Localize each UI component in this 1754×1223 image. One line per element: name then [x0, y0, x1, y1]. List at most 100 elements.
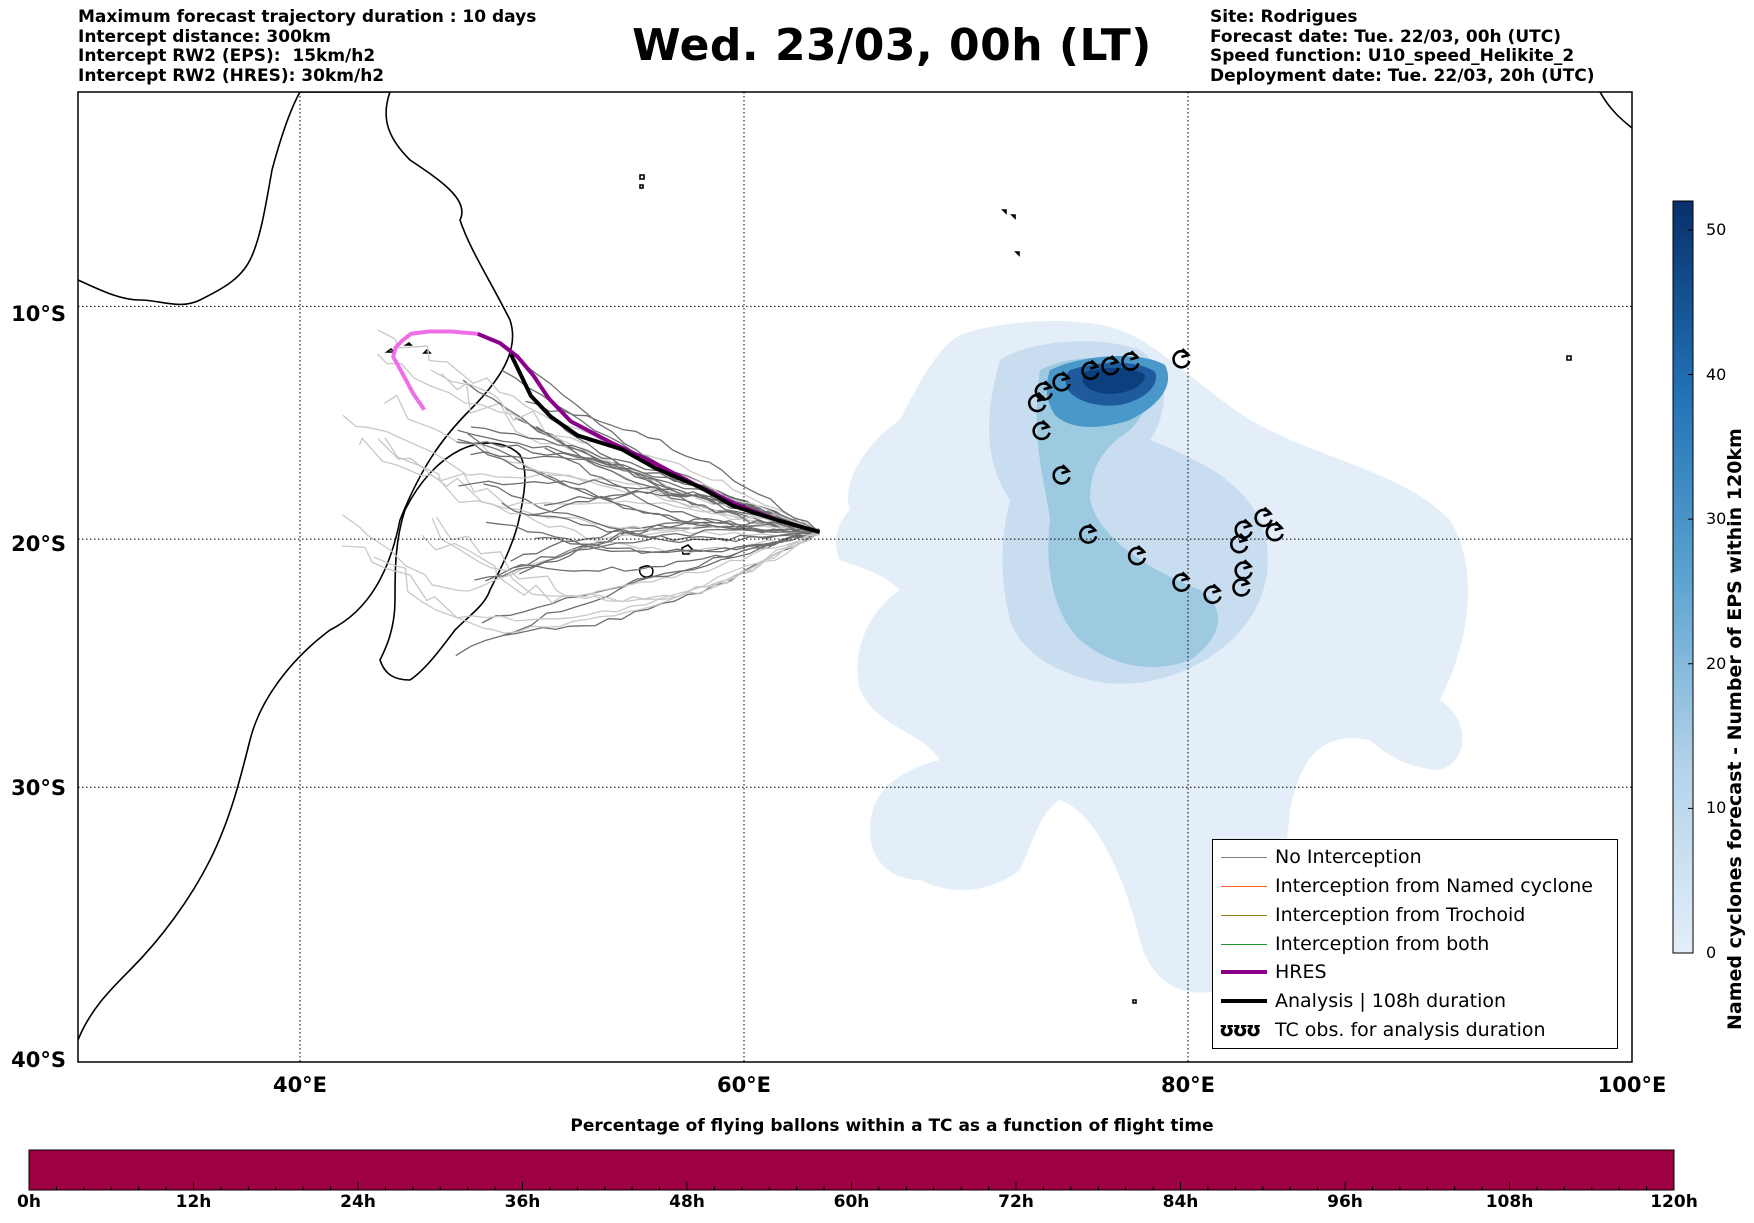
flight-time-tick-label: 24h [340, 1192, 376, 1212]
lon-label-60e: 60°E [716, 1073, 772, 1097]
lat-label-10s: 10°S [11, 302, 66, 326]
eps-trajectory [358, 437, 820, 537]
eps-trajectory [431, 518, 820, 602]
flight-time-tick-label: 0h [17, 1192, 41, 1212]
tc-observation-icon [1034, 380, 1054, 401]
flight-time-tick-label: 48h [669, 1192, 705, 1212]
legend-item-named-cyclone: Interception from Named cyclone [1213, 873, 1617, 899]
colorbar-tick-label: 0 [1706, 943, 1717, 962]
legend: No Interception Interception from Named … [1212, 839, 1618, 1049]
colorbar-title: Named cyclones forecast - Number of EPS … [1724, 428, 1746, 1030]
speed-function-text: Speed function: U10_speed_Helikite_2 [1210, 46, 1575, 66]
colorbar-tick-label: 20 [1706, 653, 1727, 673]
reunion [638, 565, 654, 578]
lat-label-20s: 20°S [11, 532, 66, 556]
intercept-distance-text: Intercept distance: 300km [78, 26, 331, 47]
tc-observation-icon [1081, 359, 1100, 381]
amsterdam-is [1132, 999, 1137, 1004]
header-left: Maximum forecast trajectory duration : 1… [78, 7, 537, 86]
analysis-track [509, 353, 821, 534]
tc-observation-icon [1254, 506, 1273, 528]
tc-observation-icon [1265, 521, 1285, 542]
map-border [77, 91, 1633, 1063]
tc-observation-icon [1079, 523, 1098, 544]
tc-observation-icon [1172, 571, 1191, 592]
tc-observation-icon [1032, 419, 1051, 441]
sumatra [1599, 92, 1632, 129]
legend-item-trochoid: Interception from Trochoid [1213, 902, 1617, 928]
lat-label-40s: 40°S [11, 1048, 66, 1072]
madagascar [379, 442, 526, 681]
colorbar-tick-label: 30 [1706, 509, 1727, 529]
eps-trajectory [440, 372, 820, 533]
africa-coast [78, 92, 514, 1041]
eps-trajectory [519, 517, 820, 575]
eps-trajectory [462, 379, 820, 533]
eps-trajectory [467, 433, 820, 534]
flight-time-tick-label: 96h [1327, 1192, 1363, 1212]
eps-trajectory [486, 521, 820, 554]
tc-observation-icon [1027, 391, 1047, 413]
flight-time-tick-label: 84h [1162, 1192, 1199, 1212]
tc-observation-icon [1234, 559, 1253, 580]
legend-item-hres: HRES [1213, 959, 1617, 985]
forecast-date-text: Forecast date: Tue. 22/03, 00h (UTC) [1210, 26, 1561, 47]
flight-time-title: Percentage of flying ballons within a TC… [570, 1116, 1214, 1136]
eps-trajectory [525, 400, 820, 534]
tc-observation-icon [1101, 355, 1120, 376]
eps-trajectory [457, 429, 820, 536]
legend-item-tc-obs: ʊʊʊ TC obs. for analysis duration [1219, 1017, 1546, 1041]
site-text: Site: Rodrigues [1210, 7, 1358, 27]
colorbar-tick-label: 50 [1706, 219, 1727, 239]
tc-observation-icon [1127, 544, 1147, 566]
tc-symbol-icon: ʊʊʊ [1219, 1017, 1261, 1041]
colorbar-tick-label: 10 [1706, 798, 1727, 818]
intercept-eps-text: Intercept RW2 (EPS): 15km/h2 [78, 46, 376, 66]
intercept-hres-text: Intercept RW2 (HRES): 30km/h2 [78, 65, 385, 86]
cocos [1566, 355, 1572, 361]
deployment-date-text: Deployment date: Tue. 22/03, 20h (UTC) [1210, 65, 1595, 86]
flight-time-tick-label: 108h [1485, 1192, 1534, 1212]
header-right: Site: Rodrigues Forecast date: Tue. 22/0… [1210, 7, 1595, 86]
legend-item-no-interception: No Interception [1213, 844, 1617, 870]
colorbar-tick-label: 40 [1706, 364, 1727, 384]
tc-observation-icon [1052, 371, 1071, 392]
eps-trajectory [373, 532, 820, 634]
flight-time-tick-label: 72h [998, 1192, 1034, 1212]
tc-observation-icon [1203, 583, 1222, 604]
flight-time-ticks [28, 1182, 1675, 1190]
tc-observation-icon [1052, 464, 1071, 485]
seychelles [639, 174, 645, 189]
density-mid2 [1036, 358, 1219, 668]
page-title: Wed. 23/03, 00h (LT) [632, 20, 1152, 71]
eps-trajectory [510, 520, 820, 562]
chagos [1001, 209, 1020, 257]
colorbar-ticks [1688, 229, 1693, 954]
tc-observation-icon [1121, 350, 1140, 371]
tc-observation-icon [1172, 348, 1191, 369]
lon-label-80e: 80°E [1160, 1073, 1216, 1097]
eps-trajectory [474, 528, 820, 581]
flight-time-tick-label: 60h [833, 1192, 870, 1212]
map-grid [78, 92, 1632, 1062]
lon-label-40e: 40°E [272, 1073, 328, 1097]
lat-label-30s: 30°S [11, 776, 66, 800]
flight-time-tick-label: 120h [1650, 1192, 1698, 1212]
eps-trajectory [384, 437, 820, 535]
flight-time-tick-label: 12h [175, 1192, 212, 1212]
eps-trajectory [544, 447, 820, 533]
tc-observations [1027, 348, 1285, 604]
hres-track-tail [391, 329, 478, 411]
max-duration-text: Maximum forecast trajectory duration : 1… [78, 7, 537, 27]
eps-trajectory [541, 409, 820, 531]
colorbar [1672, 200, 1694, 954]
eps-trajectory [421, 529, 820, 604]
eps-density-field [835, 320, 1469, 993]
coastlines [78, 92, 1632, 1041]
eps-trajectory [341, 530, 820, 622]
legend-item-analysis: Analysis | 108h duration [1213, 988, 1617, 1014]
legend-item-both: Interception from both [1213, 931, 1617, 957]
tc-observation-icon [1234, 518, 1253, 540]
flight-time-tick-label: 36h [504, 1192, 541, 1212]
